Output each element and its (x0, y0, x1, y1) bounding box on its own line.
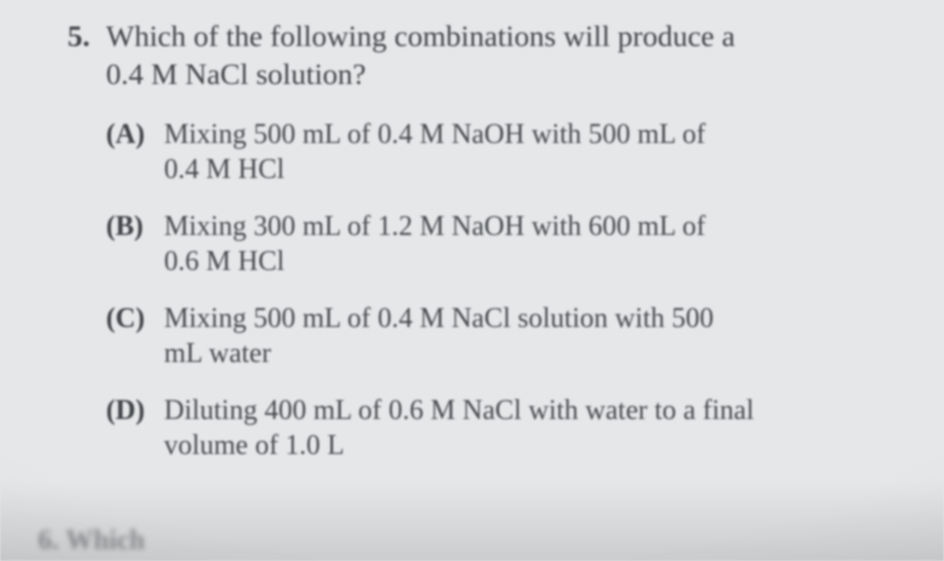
choice-b-text: Mixing 300 mL of 1.2 M NaOH with 600 mL … (164, 209, 706, 279)
choice-c-line1: Mixing 500 mL of 0.4 M NaCl solution wit… (164, 303, 714, 334)
choice-a-text: Mixing 500 mL of 0.4 M NaOH with 500 mL … (164, 117, 706, 187)
choice-a-label: (A) (106, 117, 164, 152)
question-stem-line2: 0.4 M NaCl solution? (106, 58, 366, 91)
choice-b: (B) Mixing 300 mL of 1.2 M NaOH with 600… (106, 209, 904, 279)
choice-c: (C) Mixing 500 mL of 0.4 M NaCl solution… (106, 301, 904, 371)
choice-a: (A) Mixing 500 mL of 0.4 M NaOH with 500… (106, 117, 904, 187)
choice-d-text: Diluting 400 mL of 0.6 M NaCl with water… (164, 393, 754, 463)
next-question-peek: 6. Which (38, 525, 145, 557)
choice-d: (D) Diluting 400 mL of 0.6 M NaCl with w… (106, 393, 904, 463)
choice-d-line1: Diluting 400 mL of 0.6 M NaCl with water… (164, 395, 754, 426)
choice-c-text: Mixing 500 mL of 0.4 M NaCl solution wit… (164, 301, 714, 371)
choice-d-line2: volume of 1.0 L (164, 430, 344, 461)
choices-list: (A) Mixing 500 mL of 0.4 M NaOH with 500… (106, 117, 904, 463)
question-stem: Which of the following combinations will… (106, 18, 735, 93)
question-row: 5. Which of the following combinations w… (40, 18, 904, 93)
choice-d-label: (D) (106, 393, 164, 428)
choice-b-line2: 0.6 M HCl (164, 246, 285, 277)
question-stem-line1: Which of the following combinations will… (106, 20, 735, 53)
choice-c-line2: mL water (164, 338, 271, 369)
page: 5. Which of the following combinations w… (0, 0, 944, 463)
choice-b-line1: Mixing 300 mL of 1.2 M NaOH with 600 mL … (164, 211, 706, 242)
choice-a-line1: Mixing 500 mL of 0.4 M NaOH with 500 mL … (164, 119, 706, 150)
choice-c-label: (C) (106, 301, 164, 336)
choice-a-line2: 0.4 M HCl (164, 154, 285, 185)
choice-b-label: (B) (106, 209, 164, 244)
question-number: 5. (40, 18, 106, 56)
